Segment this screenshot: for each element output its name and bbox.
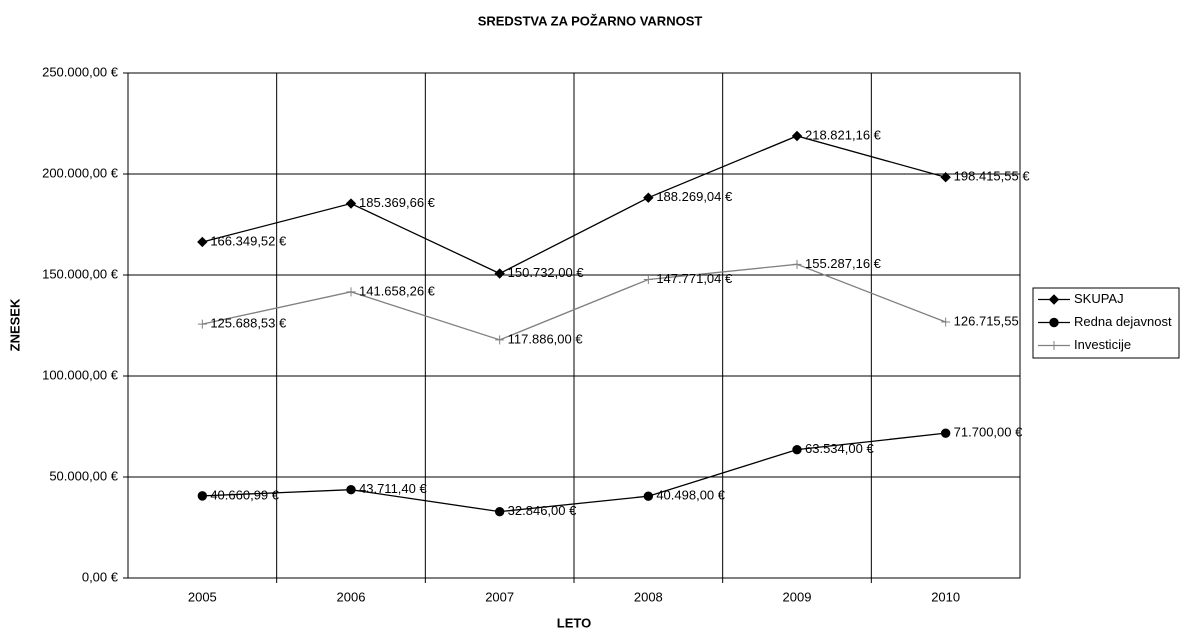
marker: [792, 259, 802, 269]
y-tick-label: 200.000,00 €: [42, 165, 119, 180]
marker: [1049, 341, 1059, 350]
chart-title: SREDSTVA ZA POŽARNO VARNOST: [478, 13, 703, 28]
marker: [197, 319, 207, 329]
marker: [643, 192, 654, 203]
marker: [1049, 317, 1059, 328]
series-line: [202, 432, 946, 513]
y-tick-label: 0,00 €: [82, 569, 119, 584]
data-label: 150.732,00 €: [508, 265, 585, 280]
data-label: 71.700,00 €: [954, 425, 1023, 440]
legend-label: Investicije: [1074, 337, 1131, 352]
series-line: [202, 263, 946, 341]
legend-label: Redna dejavnost: [1074, 314, 1172, 329]
marker: [345, 198, 357, 209]
marker: [1048, 294, 1060, 305]
plot-area: [127, 72, 1021, 579]
x-tick-label: 2005: [188, 589, 217, 604]
data-label: 185.369,66 €: [359, 195, 436, 210]
marker: [197, 236, 208, 248]
y-tick-label: 100.000,00 €: [42, 367, 119, 382]
marker: [494, 268, 505, 279]
marker: [941, 317, 951, 327]
x-tick-label: 2010: [931, 589, 960, 604]
x-tick-label: 2009: [783, 589, 812, 604]
data-label: 198.415,55 €: [954, 169, 1031, 184]
data-label: 141.658,26 €: [359, 283, 436, 298]
data-label: 147.771,04 €: [656, 271, 733, 286]
marker: [197, 491, 208, 501]
marker: [643, 491, 654, 501]
y-axis-title: ZNESEK: [7, 298, 22, 351]
x-tick-label: 2007: [485, 589, 514, 604]
marker: [791, 130, 803, 142]
data-label: 218.821,16 €: [805, 127, 882, 142]
marker: [346, 287, 356, 297]
marker: [643, 275, 653, 285]
marker: [940, 171, 951, 183]
marker: [495, 335, 505, 345]
series-line: [202, 135, 946, 275]
y-tick-label: 50.000,00 €: [49, 468, 118, 483]
data-label: 188.269,04 €: [656, 189, 733, 204]
data-label: 117.886,00 €: [508, 331, 584, 346]
x-tick-label: 2006: [337, 589, 366, 604]
y-tick-label: 150.000,00 €: [42, 266, 119, 281]
x-axis-title: LETO: [557, 615, 591, 630]
data-label: 126.715,55: [954, 313, 1019, 328]
marker: [494, 506, 505, 517]
data-label: 63.534,00 €: [805, 441, 874, 456]
data-label: 155.287,16 €: [805, 256, 882, 271]
x-tick-label: 2008: [634, 589, 663, 604]
legend-label: SKUPAJ: [1074, 291, 1124, 306]
data-label: 43.711,40 €: [359, 481, 427, 496]
data-label: 125.688,53 €: [210, 316, 287, 331]
data-label: 40.498,00 €: [656, 488, 725, 503]
marker: [940, 428, 951, 438]
marker: [346, 485, 356, 495]
data-label: 40.660,99 €: [210, 487, 279, 502]
marker: [792, 444, 802, 455]
data-label: 32.846,00 €: [508, 503, 577, 518]
y-tick-label: 250.000,00 €: [42, 64, 119, 79]
data-label: 166.349,52 €: [210, 233, 287, 248]
